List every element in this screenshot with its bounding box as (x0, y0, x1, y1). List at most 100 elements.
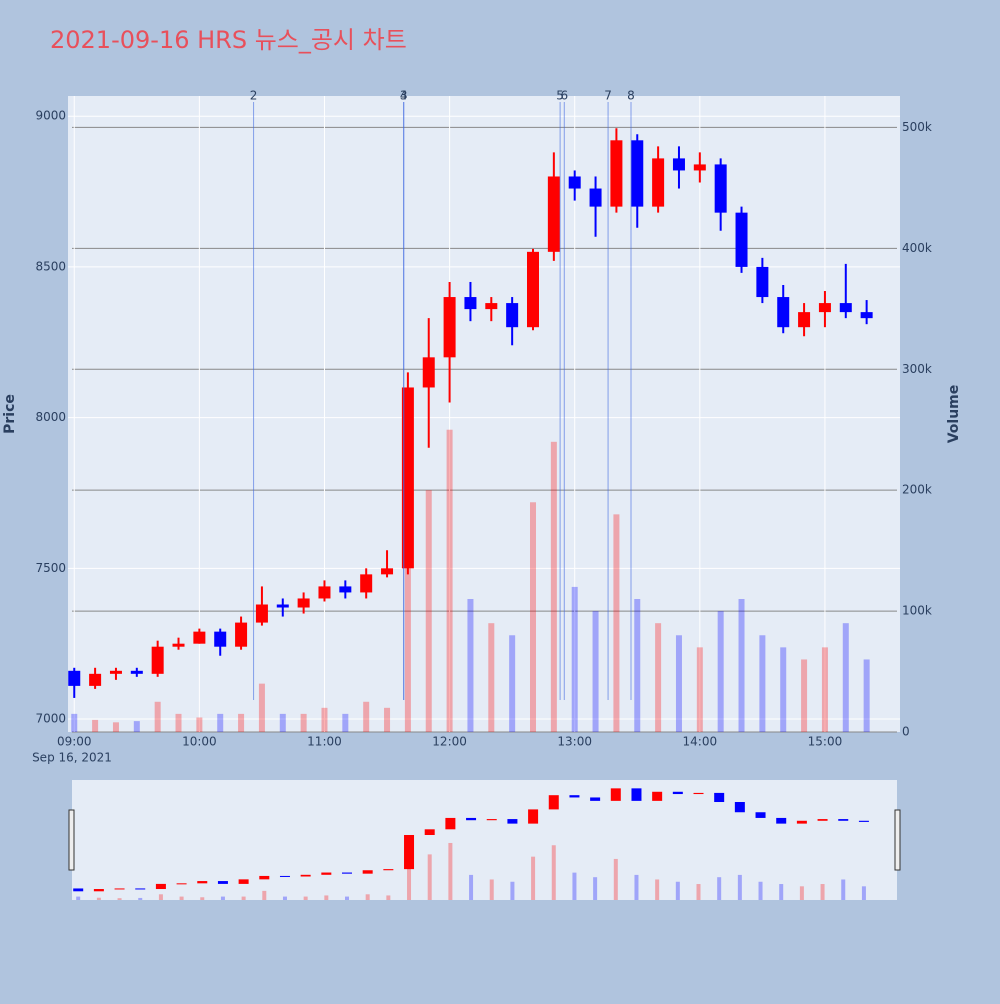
news-label: 5 (556, 89, 564, 103)
mini-candle (73, 888, 84, 892)
mini-volume-bar (324, 895, 329, 900)
mini-volume-bar (138, 897, 143, 900)
volume-bar (738, 598, 745, 732)
mini-candle (796, 820, 807, 824)
mini-volume-bar (158, 894, 163, 900)
volume-bar (571, 586, 578, 732)
volume-bar (133, 721, 140, 732)
x-tick-label: 13:00 (557, 735, 592, 749)
candle-body (318, 586, 331, 599)
mini-candle (321, 872, 332, 875)
mini-volume-bar (572, 872, 577, 900)
mini-volume-bar (551, 845, 556, 900)
volume-bar (92, 719, 99, 732)
mini-volume-bar (593, 877, 598, 900)
mini-candle (404, 834, 415, 870)
volume-bar (801, 659, 808, 732)
y-tick-label: 7000 (35, 712, 66, 726)
volume-bar (238, 713, 245, 732)
volume-bar (821, 647, 828, 732)
volume-bar (300, 713, 307, 732)
mini-candle (176, 883, 187, 885)
candle-body (818, 303, 831, 313)
range-slider[interactable] (72, 780, 897, 900)
mini-candle (114, 888, 125, 890)
volume-bar (154, 701, 161, 732)
candle-body (339, 586, 352, 593)
candle-body (151, 646, 164, 674)
mini-candle (300, 874, 311, 877)
news-label: 6 (560, 89, 568, 103)
candle-body (360, 574, 373, 593)
mini-candle (342, 872, 352, 874)
candle-body (235, 622, 248, 647)
candle-body (297, 598, 310, 608)
candle-body (568, 176, 581, 189)
volume-bar (613, 514, 620, 732)
mini-candle (817, 819, 828, 821)
candle-body (631, 140, 644, 207)
candle-body (464, 297, 477, 310)
volume-bar (759, 635, 766, 732)
mini-candle (424, 829, 435, 835)
candle-body (130, 670, 143, 674)
volume-bar (71, 713, 78, 732)
mini-volume-bar (386, 895, 391, 900)
y-tick-label: 8500 (35, 259, 66, 273)
x-tick-label: 14:00 (683, 735, 718, 749)
mini-candle (135, 888, 146, 890)
mini-candle (631, 788, 642, 801)
mini-volume-bar (717, 877, 722, 900)
x-tick-label: 10:00 (182, 735, 217, 749)
mini-volume-bar (365, 894, 370, 900)
mini-candle (466, 817, 477, 821)
candle-body (506, 303, 519, 328)
mini-volume-bar (76, 896, 81, 900)
y-tick-label: 9000 (35, 109, 66, 123)
y2-tick-label: 400k (902, 241, 932, 255)
volume-bar (842, 623, 849, 732)
mini-candle (652, 791, 663, 801)
candle-body (422, 357, 435, 388)
candle-body (798, 312, 811, 328)
mini-candle (507, 819, 518, 824)
mini-candle (755, 812, 766, 818)
slider-handle[interactable] (894, 809, 901, 871)
volume-bar (634, 598, 641, 732)
candle-body (381, 568, 394, 575)
volume-bar (363, 701, 370, 732)
mini-volume-bar (613, 858, 618, 900)
slider-handle[interactable] (68, 809, 75, 871)
y2-tick-label: 100k (902, 604, 932, 618)
mini-volume-bar (262, 890, 267, 900)
volume-bar (342, 713, 349, 732)
mini-candle (445, 817, 456, 830)
candle-body (652, 158, 665, 207)
mini-volume-bar (282, 896, 287, 900)
volume-bar (404, 453, 411, 732)
mini-volume-bar (799, 886, 804, 900)
candle-body (68, 670, 81, 686)
mini-volume-bar (407, 847, 412, 900)
mini-candle (383, 869, 394, 871)
mini-volume-bar (841, 879, 846, 900)
mini-candle (155, 883, 166, 890)
candle-body (714, 164, 727, 213)
y-tick-label: 7500 (35, 561, 66, 575)
mini-candle (548, 795, 559, 810)
mini-volume-bar (469, 874, 474, 900)
mini-candle (858, 820, 869, 822)
mini-volume-bar (345, 896, 349, 900)
candle-body (255, 604, 268, 623)
mini-volume-bar (779, 884, 784, 900)
mini-candle (838, 819, 849, 821)
news-label: 8 (627, 89, 635, 103)
chart-title: 2021-09-16 HRS 뉴스_공시 차트 (50, 26, 407, 54)
candle-body (693, 164, 706, 171)
candle-body (547, 176, 560, 252)
candle-body (172, 643, 185, 647)
mini-volume-bar (241, 896, 246, 900)
candle-body (777, 297, 790, 328)
candle-body (214, 631, 227, 647)
